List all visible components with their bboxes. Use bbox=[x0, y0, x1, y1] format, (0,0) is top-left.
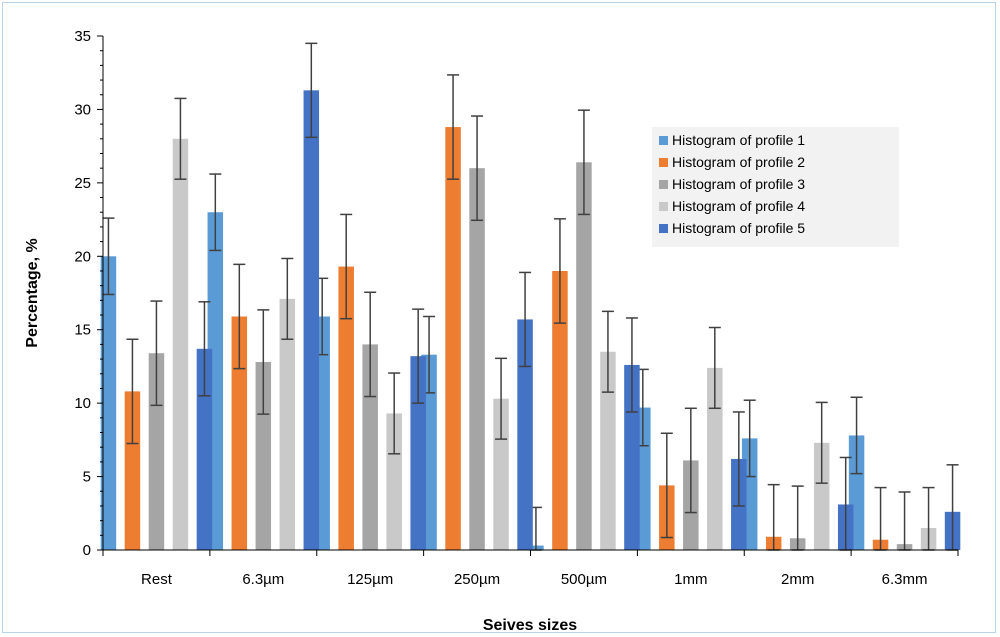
bar bbox=[707, 367, 723, 550]
bar bbox=[813, 442, 830, 550]
y-tick-label: 10 bbox=[74, 395, 91, 412]
bar bbox=[410, 356, 426, 550]
bar bbox=[279, 298, 296, 550]
x-tick-label: 2mm bbox=[781, 571, 814, 588]
x-tick-label: 125µm bbox=[347, 571, 393, 588]
legend: Histogram of profile 1 Histogram of profi… bbox=[652, 127, 899, 247]
bar bbox=[255, 362, 272, 550]
ticks-layer: 0 5 10 15 20 25 30 35 Rest 6.3µm 125µm 250µm 500µm 1m… bbox=[74, 28, 959, 588]
bar bbox=[303, 90, 320, 550]
legend-swatch bbox=[659, 136, 668, 145]
bar bbox=[100, 256, 117, 550]
bar bbox=[231, 316, 248, 550]
x-axis-title: Seives sizes bbox=[483, 617, 577, 634]
x-tick-label: 6.3mm bbox=[882, 571, 928, 588]
bar bbox=[493, 398, 509, 550]
y-tick-label: 20 bbox=[74, 248, 91, 265]
bars-layer bbox=[100, 42, 961, 551]
y-tick-label: 5 bbox=[83, 469, 91, 486]
legend-swatch bbox=[659, 202, 668, 211]
bar bbox=[124, 391, 141, 550]
bar bbox=[445, 127, 461, 551]
bar bbox=[552, 270, 568, 550]
legend-label: Histogram of profile 5 bbox=[672, 220, 805, 236]
y-tick-label: 30 bbox=[74, 101, 91, 118]
x-tick-label: Rest bbox=[141, 571, 173, 588]
y-tick-label: 35 bbox=[74, 28, 91, 45]
x-tick-label: 500µm bbox=[561, 571, 607, 588]
bar bbox=[148, 353, 165, 550]
bar bbox=[600, 351, 616, 550]
x-tick-label: 1mm bbox=[674, 571, 707, 588]
y-axis-title: Percentage, % bbox=[24, 238, 41, 347]
legend-swatch bbox=[659, 224, 668, 233]
legend-label: Histogram of profile 3 bbox=[672, 176, 805, 192]
legend-label: Histogram of profile 1 bbox=[672, 132, 805, 148]
legend-box bbox=[652, 127, 899, 247]
bar bbox=[469, 168, 485, 550]
legend-swatch bbox=[659, 180, 668, 189]
bar bbox=[196, 348, 213, 550]
legend-label: Histogram of profile 2 bbox=[672, 154, 805, 170]
bar bbox=[338, 266, 354, 550]
y-tick-label: 15 bbox=[74, 322, 91, 339]
legend-label: Histogram of profile 4 bbox=[672, 198, 805, 214]
bar bbox=[517, 319, 533, 550]
y-tick-label: 0 bbox=[83, 542, 91, 559]
x-tick-label: 6.3µm bbox=[242, 571, 284, 588]
legend-swatch bbox=[659, 158, 668, 167]
bar bbox=[576, 162, 592, 550]
bar bbox=[172, 138, 189, 551]
x-tick-label: 250µm bbox=[454, 571, 500, 588]
y-tick-label: 25 bbox=[74, 175, 91, 192]
bar bbox=[386, 413, 402, 550]
